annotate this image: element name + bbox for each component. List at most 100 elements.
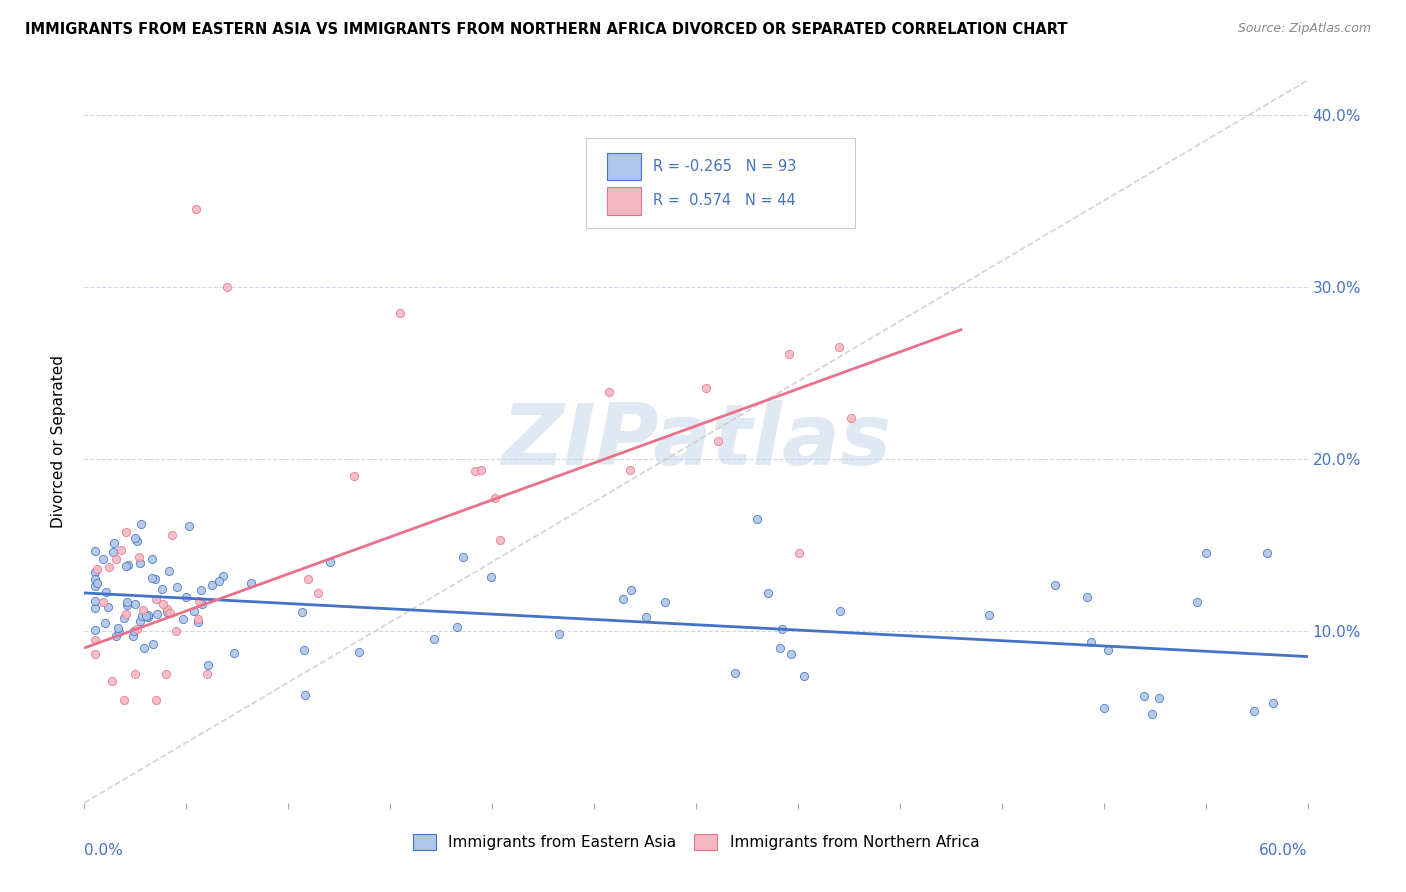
Point: [222, 646, 245, 660]
Point: [174, 590, 197, 604]
Text: IMMIGRANTS FROM EASTERN ASIA VS IMMIGRANTS FROM NORTHERN AFRICA DIVORCED OR SEPA: IMMIGRANTS FROM EASTERN ASIA VS IMMIGRAN…: [25, 22, 1067, 37]
Point: [83, 594, 105, 608]
Point: [188, 594, 211, 608]
Point: [292, 643, 315, 657]
Point: [1195, 546, 1218, 560]
Point: [464, 464, 486, 478]
Point: [156, 602, 179, 616]
Point: [115, 559, 138, 574]
Point: [756, 585, 779, 599]
Point: [91, 595, 114, 609]
FancyBboxPatch shape: [606, 187, 641, 215]
Point: [186, 202, 208, 217]
Point: [1147, 691, 1170, 706]
Point: [489, 533, 512, 547]
Point: [187, 611, 209, 625]
Point: [1076, 590, 1098, 604]
Point: [129, 516, 152, 531]
Point: [619, 463, 641, 477]
Point: [177, 519, 200, 533]
Point: [108, 624, 131, 639]
Text: R = -0.265   N = 93: R = -0.265 N = 93: [654, 159, 797, 174]
Point: [128, 614, 150, 628]
Point: [208, 574, 231, 589]
Text: Source: ZipAtlas.com: Source: ZipAtlas.com: [1237, 22, 1371, 36]
Point: [319, 555, 342, 569]
Point: [197, 657, 219, 672]
Point: [1243, 704, 1265, 718]
Point: [101, 545, 124, 559]
Point: [97, 600, 120, 615]
Point: [97, 559, 120, 574]
Point: [96, 584, 118, 599]
Point: [83, 633, 105, 648]
Text: ZIPatlas: ZIPatlas: [501, 400, 891, 483]
Point: [83, 623, 105, 637]
Point: [141, 637, 163, 651]
Point: [143, 573, 166, 587]
Point: [830, 604, 852, 618]
Point: [620, 583, 643, 598]
Point: [83, 543, 105, 558]
Point: [145, 692, 167, 706]
Point: [83, 600, 105, 615]
Point: [349, 645, 371, 659]
Point: [157, 564, 180, 578]
Point: [291, 605, 314, 619]
Point: [131, 603, 153, 617]
Point: [141, 552, 163, 566]
Point: [152, 597, 174, 611]
Point: [122, 629, 145, 643]
Point: [127, 622, 149, 636]
Point: [183, 604, 205, 618]
Point: [83, 565, 105, 579]
Point: [793, 669, 815, 683]
Point: [636, 610, 658, 624]
FancyBboxPatch shape: [606, 153, 641, 180]
Point: [160, 528, 183, 542]
Point: [165, 624, 187, 638]
Point: [150, 582, 173, 596]
Point: [146, 607, 169, 622]
Point: [91, 552, 114, 566]
Point: [83, 579, 105, 593]
Point: [201, 578, 224, 592]
Point: [598, 385, 620, 400]
Point: [122, 624, 145, 638]
Y-axis label: Divorced or Separated: Divorced or Separated: [51, 355, 66, 528]
Point: [156, 605, 179, 619]
Point: [124, 598, 146, 612]
Point: [117, 558, 139, 573]
Point: [787, 546, 810, 560]
Point: [115, 595, 138, 609]
FancyBboxPatch shape: [586, 138, 855, 228]
Point: [1263, 696, 1285, 710]
Point: [451, 550, 474, 565]
Point: [136, 608, 159, 623]
Point: [770, 622, 793, 636]
Point: [86, 562, 108, 576]
Legend: Immigrants from Eastern Asia, Immigrants from Northern Africa: Immigrants from Eastern Asia, Immigrants…: [406, 829, 986, 856]
Point: [136, 610, 159, 624]
Point: [446, 620, 468, 634]
Point: [778, 346, 800, 360]
Point: [979, 607, 1001, 622]
Point: [128, 549, 150, 564]
Point: [1043, 578, 1066, 592]
Point: [195, 666, 218, 681]
Point: [115, 607, 138, 621]
Point: [141, 571, 163, 585]
Point: [479, 570, 502, 584]
Point: [612, 592, 634, 607]
Point: [83, 647, 105, 661]
Point: [240, 576, 263, 591]
Point: [135, 609, 157, 624]
Point: [707, 434, 730, 448]
Point: [110, 542, 132, 557]
Point: [166, 580, 188, 594]
Point: [343, 469, 366, 483]
Point: [83, 572, 105, 586]
Point: [1256, 546, 1278, 560]
Point: [217, 279, 239, 293]
Point: [294, 688, 316, 702]
